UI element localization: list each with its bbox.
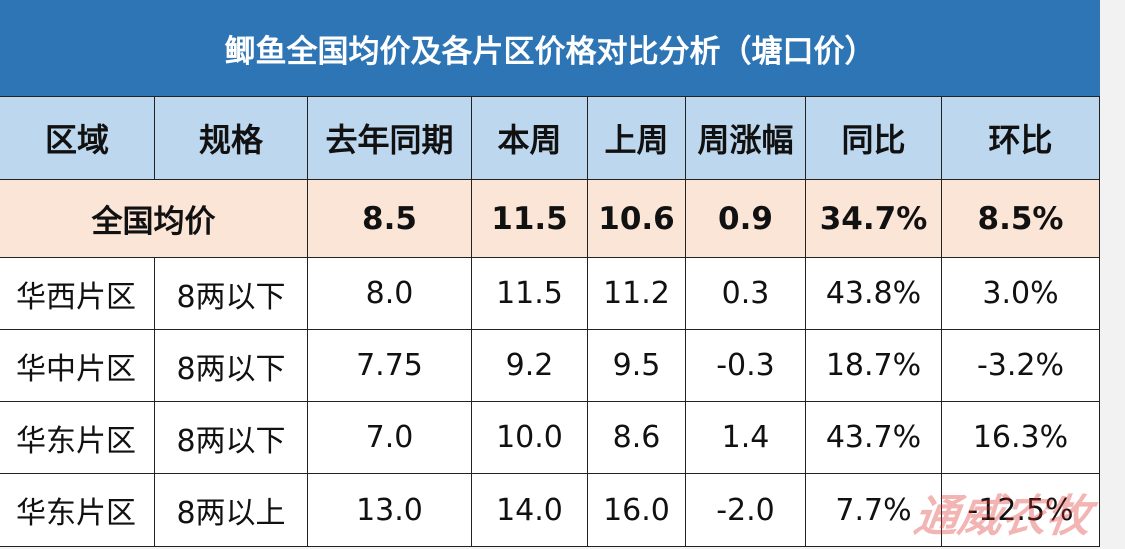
header-cell: 规格: [155, 97, 308, 180]
data-cell: 14.0: [472, 474, 588, 547]
data-cell: -0.3: [686, 330, 806, 402]
data-cell: -12.5%: [942, 474, 1100, 547]
data-cell: 8.0: [308, 258, 472, 330]
header-cell: 环比: [942, 97, 1100, 180]
data-cell: 9.5: [588, 330, 686, 402]
data-cell: 8两以下: [155, 258, 308, 330]
data-cell: 8.6: [588, 402, 686, 474]
header-cell: 上周: [588, 97, 686, 180]
table-title: 鲫鱼全国均价及各片区价格对比分析（塘口价）: [0, 0, 1100, 97]
data-cell: 7.0: [308, 402, 472, 474]
national-cell: 8.5: [308, 180, 472, 258]
data-cell: 11.5: [472, 258, 588, 330]
data-cell: 1.4: [686, 402, 806, 474]
data-cell: 43.7%: [806, 402, 942, 474]
data-cell: 43.8%: [806, 258, 942, 330]
data-cell: 8两以下: [155, 402, 308, 474]
data-cell: -2.0: [686, 474, 806, 547]
data-cell: 华西片区: [0, 258, 155, 330]
data-cell: 0.3: [686, 258, 806, 330]
data-cell: 13.0: [308, 474, 472, 547]
data-cell: 11.2: [588, 258, 686, 330]
data-cell: 8两以下: [155, 330, 308, 402]
national-cell: 0.9: [686, 180, 806, 258]
data-cell: 16.3%: [942, 402, 1100, 474]
national-cell: 8.5%: [942, 180, 1100, 258]
header-cell: 本周: [472, 97, 588, 180]
data-cell: 8两以上: [155, 474, 308, 547]
header-cell: 区域: [0, 97, 155, 180]
national-cell: 34.7%: [806, 180, 942, 258]
data-cell: -3.2%: [942, 330, 1100, 402]
data-cell: 7.7%: [806, 474, 942, 547]
national-cell: 10.6: [588, 180, 686, 258]
header-cell: 同比: [806, 97, 942, 180]
data-cell: 华中片区: [0, 330, 155, 402]
table: 鲫鱼全国均价及各片区价格对比分析（塘口价） 区域 规格 去年同期 本周 上周 周涨幅 同比 环比…: [0, 0, 1100, 547]
national-cell: 11.5: [472, 180, 588, 258]
data-cell: 华东片区: [0, 474, 155, 547]
data-cell: 7.75: [308, 330, 472, 402]
data-cell: 3.0%: [942, 258, 1100, 330]
header-cell: 周涨幅: [686, 97, 806, 180]
data-cell: 9.2: [472, 330, 588, 402]
watermark: 通威农牧: [910, 491, 1094, 542]
data-cell: 10.0: [472, 402, 588, 474]
national-label: 全国均价: [0, 180, 308, 258]
data-cell: 18.7%: [806, 330, 942, 402]
data-cell: 16.0: [588, 474, 686, 547]
header-cell: 去年同期: [308, 97, 472, 180]
data-cell: 华东片区: [0, 402, 155, 474]
